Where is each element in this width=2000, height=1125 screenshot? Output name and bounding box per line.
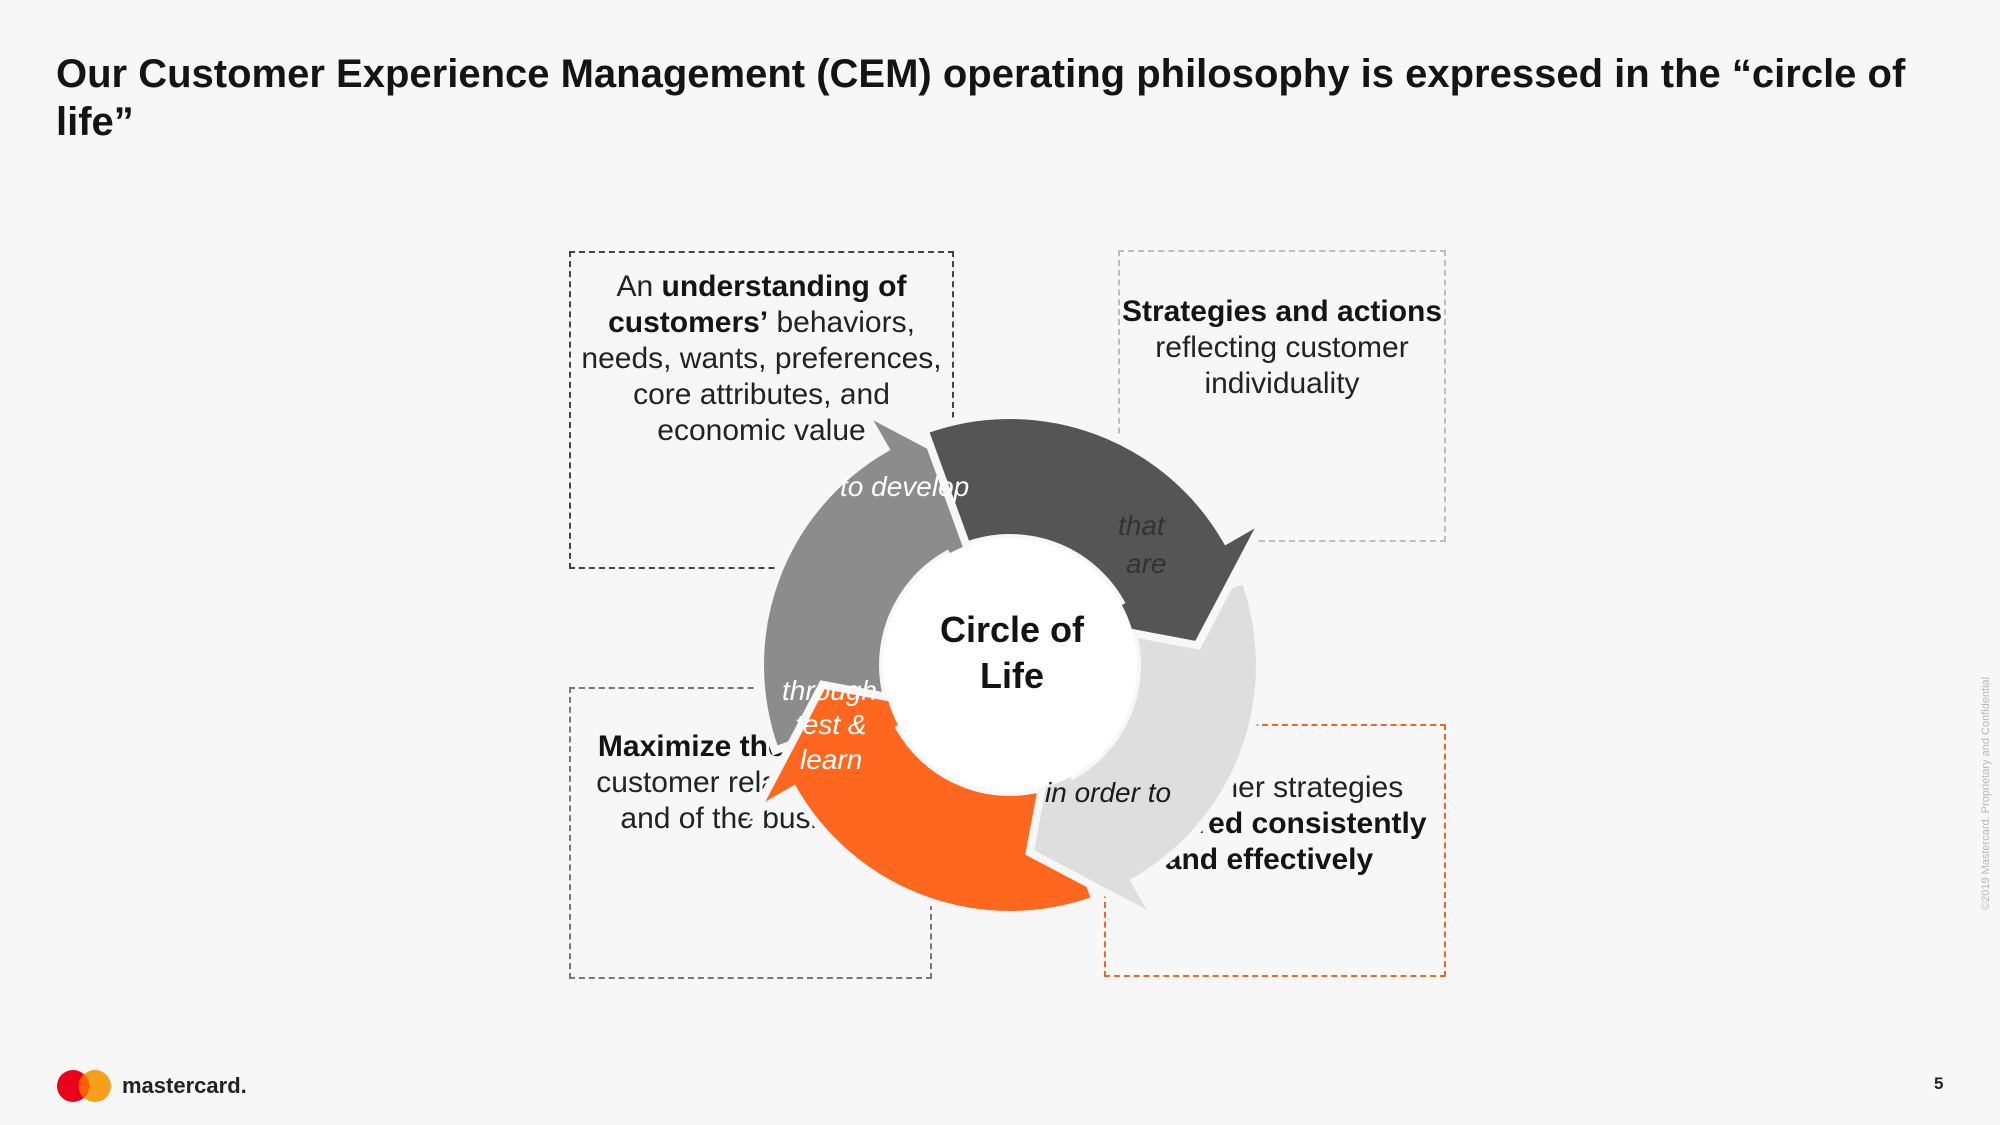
delivery-box: Customer strategies delivered consistent… <box>1104 724 1446 977</box>
circle-of-life-title: Circle of Life <box>939 609 1085 696</box>
page-number: 5 <box>1934 1074 1944 1093</box>
that-label: that <box>1118 510 1165 541</box>
to-develop-label: to develop <box>840 471 970 502</box>
understanding-box: An understanding of customers’ behaviors… <box>569 251 954 569</box>
test-label: test & <box>795 709 867 740</box>
page-title: Our Customer Experience Management (CEM)… <box>56 52 1906 144</box>
center-circle <box>883 538 1137 792</box>
strategies-box: Strategies and actions reflecting custom… <box>1118 250 1446 542</box>
through-label: through <box>782 675 877 706</box>
brand-name: mastercard. <box>122 1073 247 1098</box>
are-label: are <box>1126 548 1167 579</box>
copyright-notice: ©2019 Mastercard. Proprietary and Confid… <box>1980 676 1992 910</box>
learn-label: learn <box>800 744 863 775</box>
mastercard-circles-icon <box>57 1070 111 1102</box>
mastercard-logo: mastercard. <box>56 1069 247 1103</box>
in-order-to-label: in order to <box>1045 777 1172 808</box>
